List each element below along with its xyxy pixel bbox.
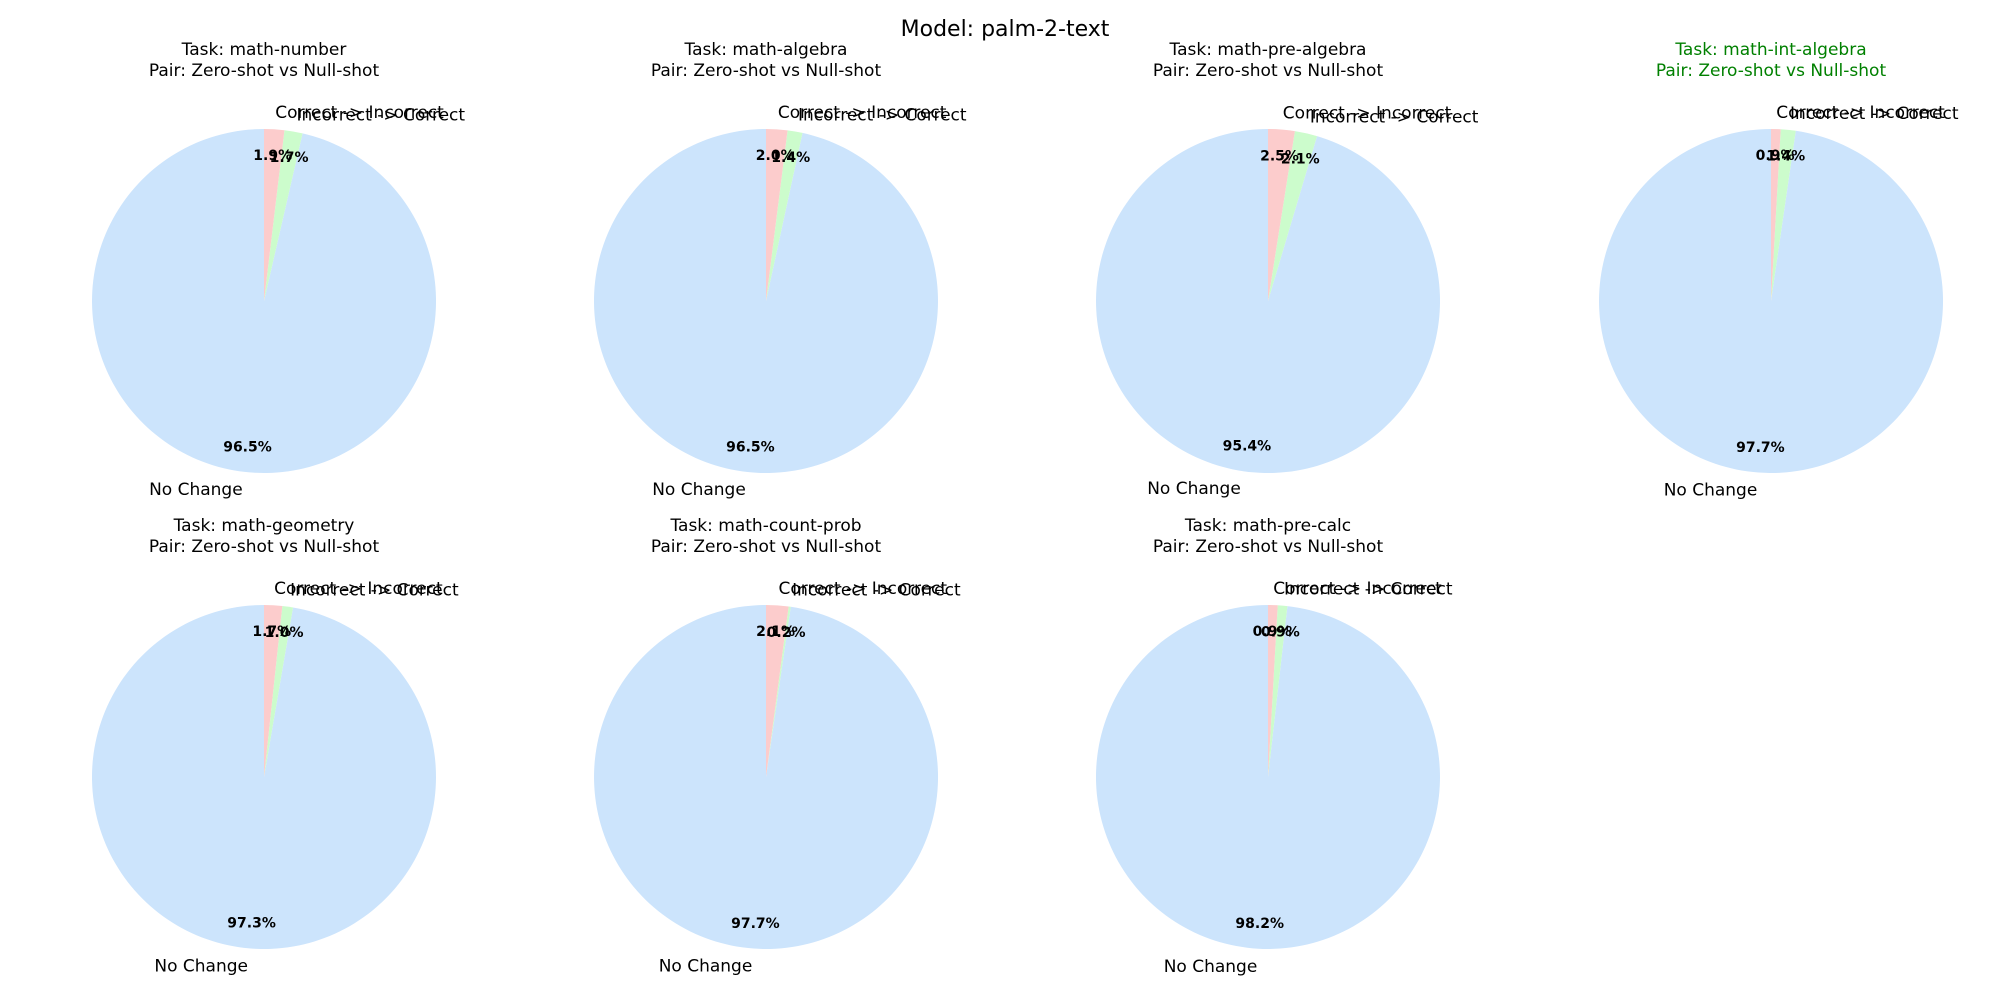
pie-slice-correct-to-incorrect	[264, 605, 283, 777]
pie-slice-incorrect-to-correct	[264, 130, 303, 301]
pie-percent-label: 95.4%	[1223, 439, 1272, 455]
pie-slice-correct-to-incorrect	[766, 605, 789, 777]
pie-percent-label: 98.2%	[1235, 916, 1284, 932]
pie-percent-label: 2.5%	[1260, 148, 1299, 164]
chart-title: Task: math-geometry	[173, 516, 355, 536]
pie-slice-label: Correct -> Incorrect	[779, 579, 948, 599]
pie-slice-label: No Change	[1164, 957, 1258, 977]
pie-slice-no-change	[91, 605, 436, 949]
pie-percent-label: 96.5%	[223, 439, 272, 455]
chart-subtitle: Pair: Zero-shot vs Null-shot	[1153, 61, 1384, 81]
pie-slice-label: No Change	[1664, 481, 1758, 501]
chart-subtitle: Pair: Zero-shot vs Null-shot	[149, 61, 380, 81]
pie-slice-label: Correct -> Incorrect	[275, 103, 444, 123]
pie-percent-label: 2.1%	[1281, 151, 1320, 167]
pie-slice-label: No Change	[149, 480, 243, 500]
pie-percent-label: 0.9%	[1756, 148, 1795, 164]
pie-percent-label: 1.7%	[252, 624, 291, 640]
pie-percent-label: 1.0%	[265, 625, 304, 641]
pie-percent-label: 0.9%	[1261, 624, 1300, 640]
pie-slice-correct-to-incorrect	[1268, 129, 1295, 301]
pie-slice-label: No Change	[652, 480, 746, 500]
figure-title: Model: palm-2-text	[901, 17, 1110, 42]
pie-slice-incorrect-to-correct	[1268, 131, 1318, 301]
pie-slice-incorrect-to-correct	[264, 605, 294, 777]
pie-percent-label: 2.1%	[756, 624, 795, 640]
pie-percent-label: 0.2%	[767, 625, 806, 641]
pie-percent-label: 97.7%	[731, 916, 780, 932]
pie-percent-label: 0.9%	[1253, 624, 1292, 640]
pie-percent-label: 1.7%	[270, 150, 309, 166]
pie-slice-label: Correct -> Incorrect	[1273, 579, 1442, 599]
pie-slice-incorrect-to-correct	[766, 606, 791, 777]
pie-slice-no-change	[1095, 605, 1440, 950]
pie-slice-label: Incorrect -> Correct	[798, 106, 967, 126]
pie-slice-label: No Change	[1147, 479, 1241, 499]
pie-slice-correct-to-incorrect	[1771, 128, 1781, 301]
chart-title: Task: math-int-algebra	[1674, 40, 1866, 60]
pie-percent-label: 1.4%	[1766, 149, 1805, 165]
chart-subtitle: Pair: Zero-shot vs Null-shot	[651, 61, 882, 81]
pie-slice-correct-to-incorrect	[766, 129, 788, 301]
pie-slice-label: Incorrect -> Correct	[297, 106, 466, 126]
pie-slice-incorrect-to-correct	[1771, 129, 1796, 301]
pie-slice-label: Incorrect -> Correct	[1310, 108, 1479, 128]
pie-percent-label: 1.9%	[253, 148, 292, 164]
pie-slice-correct-to-incorrect	[264, 129, 285, 301]
chart-subtitle: Pair: Zero-shot vs Null-shot	[651, 537, 882, 557]
pie-percent-label: 2.0%	[756, 148, 795, 164]
pie-slice-label: Correct -> Incorrect	[1283, 103, 1452, 123]
pie-percent-label: 97.7%	[1736, 440, 1785, 456]
chart-title: Task: math-pre-calc	[1184, 516, 1351, 536]
chart-title: Task: math-count-prob	[669, 516, 861, 536]
chart-title: Task: math-algebra	[684, 40, 848, 60]
pie-slice-no-change	[1096, 129, 1441, 473]
pie-slice-incorrect-to-correct	[1268, 605, 1288, 777]
pie-slice-no-change	[593, 129, 938, 474]
pie-slice-label: Correct -> Incorrect	[1776, 103, 1945, 123]
chart-title: Task: math-number	[181, 40, 347, 60]
pie-percent-label: 1.4%	[771, 150, 810, 166]
chart-subtitle: Pair: Zero-shot vs Null-shot	[1153, 537, 1384, 557]
pie-slice-no-change	[92, 129, 437, 474]
pie-percent-label: 97.3%	[227, 916, 276, 932]
pie-slice-label: No Change	[659, 957, 753, 977]
pie-slice-correct-to-incorrect	[1268, 604, 1278, 777]
pie-percent-label: 96.5%	[726, 439, 775, 455]
chart-subtitle: Pair: Zero-shot vs Null-shot	[1656, 61, 1887, 81]
pie-slice-label: Correct -> Incorrect	[274, 579, 443, 599]
pie-slice-label: Incorrect -> Correct	[1284, 580, 1453, 600]
pie-slice-no-change	[1599, 129, 1944, 473]
pie-slice-incorrect-to-correct	[766, 130, 803, 301]
pie-slice-label: Correct -> Incorrect	[778, 103, 947, 123]
chart-subtitle: Pair: Zero-shot vs Null-shot	[149, 537, 380, 557]
pie-slice-label: Incorrect -> Correct	[1790, 104, 1959, 124]
pie-slice-label: Incorrect -> Correct	[792, 581, 961, 601]
chart-title: Task: math-pre-algebra	[1169, 40, 1367, 60]
pie-slice-label: No Change	[154, 957, 248, 977]
pie-slice-no-change	[594, 605, 939, 949]
pie-slice-label: Incorrect -> Correct	[290, 581, 459, 601]
